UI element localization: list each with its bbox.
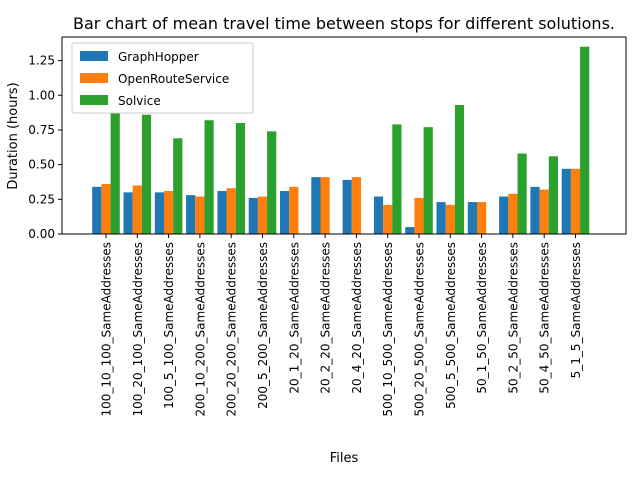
legend-label-openrouteservice: OpenRouteService (118, 72, 229, 86)
legend: GraphHopper OpenRouteService Solvice (71, 42, 254, 114)
bar-solvice-15 (580, 46, 590, 235)
bar-openrouteservice-13 (508, 193, 518, 234)
y-tick-label: 0.50 (28, 158, 55, 172)
legend-box (71, 42, 254, 114)
bar-solvice-1 (141, 114, 152, 234)
x-tick-label: 500_20_500_SameAddresses (413, 242, 427, 417)
bar-solvice-14 (548, 156, 558, 234)
x-tick-label: 100_20_100_SameAddresses (131, 242, 145, 417)
x-axis: 100_10_100_SameAddresses 100_20_100_SameA… (100, 234, 583, 417)
y-axis: 0.00 0.25 0.50 0.75 1.00 1.25 (28, 54, 62, 241)
bar-graphhopper-11 (436, 202, 446, 234)
bar-graphhopper-2 (154, 192, 164, 234)
bar-openrouteservice-15 (570, 168, 581, 234)
x-tick-label: 20_2_20_SameAddresses (319, 242, 333, 394)
bar-graphhopper-8 (342, 179, 352, 234)
x-tick-label: 500_10_500_SameAddresses (381, 242, 395, 417)
x-tick-label: 5_1_5_SameAddresses (569, 242, 583, 378)
x-tick-label: 200_20_200_SameAddresses (225, 242, 239, 417)
y-tick-label: 1.00 (28, 88, 55, 102)
y-tick-label: 0.00 (28, 227, 55, 241)
bar-solvice-11 (454, 104, 465, 234)
legend-label-graphhopper: GraphHopper (118, 50, 199, 64)
y-axis-label: Duration (hours) (6, 82, 21, 189)
legend-label-solvice: Solvice (118, 94, 161, 108)
bar-solvice-0 (110, 113, 120, 234)
bar-graphhopper-5 (248, 197, 258, 234)
x-tick-label: 100_5_100_SameAddresses (162, 242, 176, 409)
x-tick-label: 200_10_200_SameAddresses (193, 242, 207, 417)
x-tick-label: 20_4_20_SameAddresses (350, 242, 364, 394)
legend-swatch-openrouteservice (80, 73, 108, 83)
bar-solvice-10 (423, 127, 433, 234)
x-tick-label: 100_10_100_SameAddresses (100, 242, 114, 417)
y-tick-label: 0.75 (28, 123, 55, 137)
bar-graphhopper-10 (405, 227, 415, 234)
bar-graphhopper-7 (311, 177, 321, 234)
bar-openrouteservice-4 (226, 188, 236, 234)
bar-graphhopper-13 (499, 196, 509, 234)
y-tick-label: 1.25 (28, 54, 55, 68)
bar-openrouteservice-8 (351, 177, 361, 234)
bar-solvice-2 (173, 138, 183, 234)
bar-openrouteservice-1 (132, 185, 142, 234)
plot-frame (61, 36, 627, 235)
bar-openrouteservice-12 (477, 202, 487, 234)
bar-graphhopper-6 (280, 190, 290, 234)
bar-solvice-9 (392, 124, 402, 234)
bar-graphhopper-0 (92, 186, 102, 234)
bar-graphhopper-3 (186, 195, 196, 234)
bar-graphhopper-12 (467, 202, 477, 234)
bar-openrouteservice-0 (101, 184, 111, 234)
bar-solvice-3 (204, 120, 214, 234)
x-tick-label: 20_1_20_SameAddresses (287, 242, 301, 394)
bar-openrouteservice-14 (539, 189, 549, 234)
bar-openrouteservice-9 (383, 204, 393, 234)
bar-graphhopper-15 (561, 168, 571, 234)
legend-swatch-solvice (80, 95, 108, 105)
x-tick-label: 200_5_200_SameAddresses (256, 242, 270, 409)
x-tick-label: 50_2_50_SameAddresses (506, 242, 520, 394)
x-tick-label: 50_1_50_SameAddresses (475, 242, 489, 394)
legend-swatch-graphhopper (80, 51, 108, 61)
bar-openrouteservice-11 (445, 204, 455, 234)
bar-solvice-4 (235, 123, 245, 234)
bar-solvice-13 (517, 153, 527, 234)
x-tick-label: 500_5_500_SameAddresses (444, 242, 458, 409)
bar-openrouteservice-5 (257, 196, 268, 234)
bar-solvice-5 (267, 131, 277, 234)
bar-openrouteservice-2 (164, 190, 174, 234)
bar-graphhopper-1 (123, 192, 133, 234)
bar-graphhopper-14 (530, 186, 540, 234)
y-tick-label: 0.25 (28, 192, 55, 206)
bar-openrouteservice-6 (289, 186, 299, 234)
bars-group (92, 46, 590, 235)
bar-graphhopper-9 (373, 196, 384, 234)
bar-openrouteservice-3 (195, 196, 205, 234)
x-axis-label: Files (330, 451, 359, 466)
bar-graphhopper-4 (217, 190, 227, 234)
x-tick-label: 50_4_50_SameAddresses (538, 242, 552, 394)
bar-openrouteservice-7 (320, 177, 330, 234)
chart-title: Bar chart of mean travel time between st… (73, 14, 615, 33)
bar-openrouteservice-10 (414, 197, 424, 234)
